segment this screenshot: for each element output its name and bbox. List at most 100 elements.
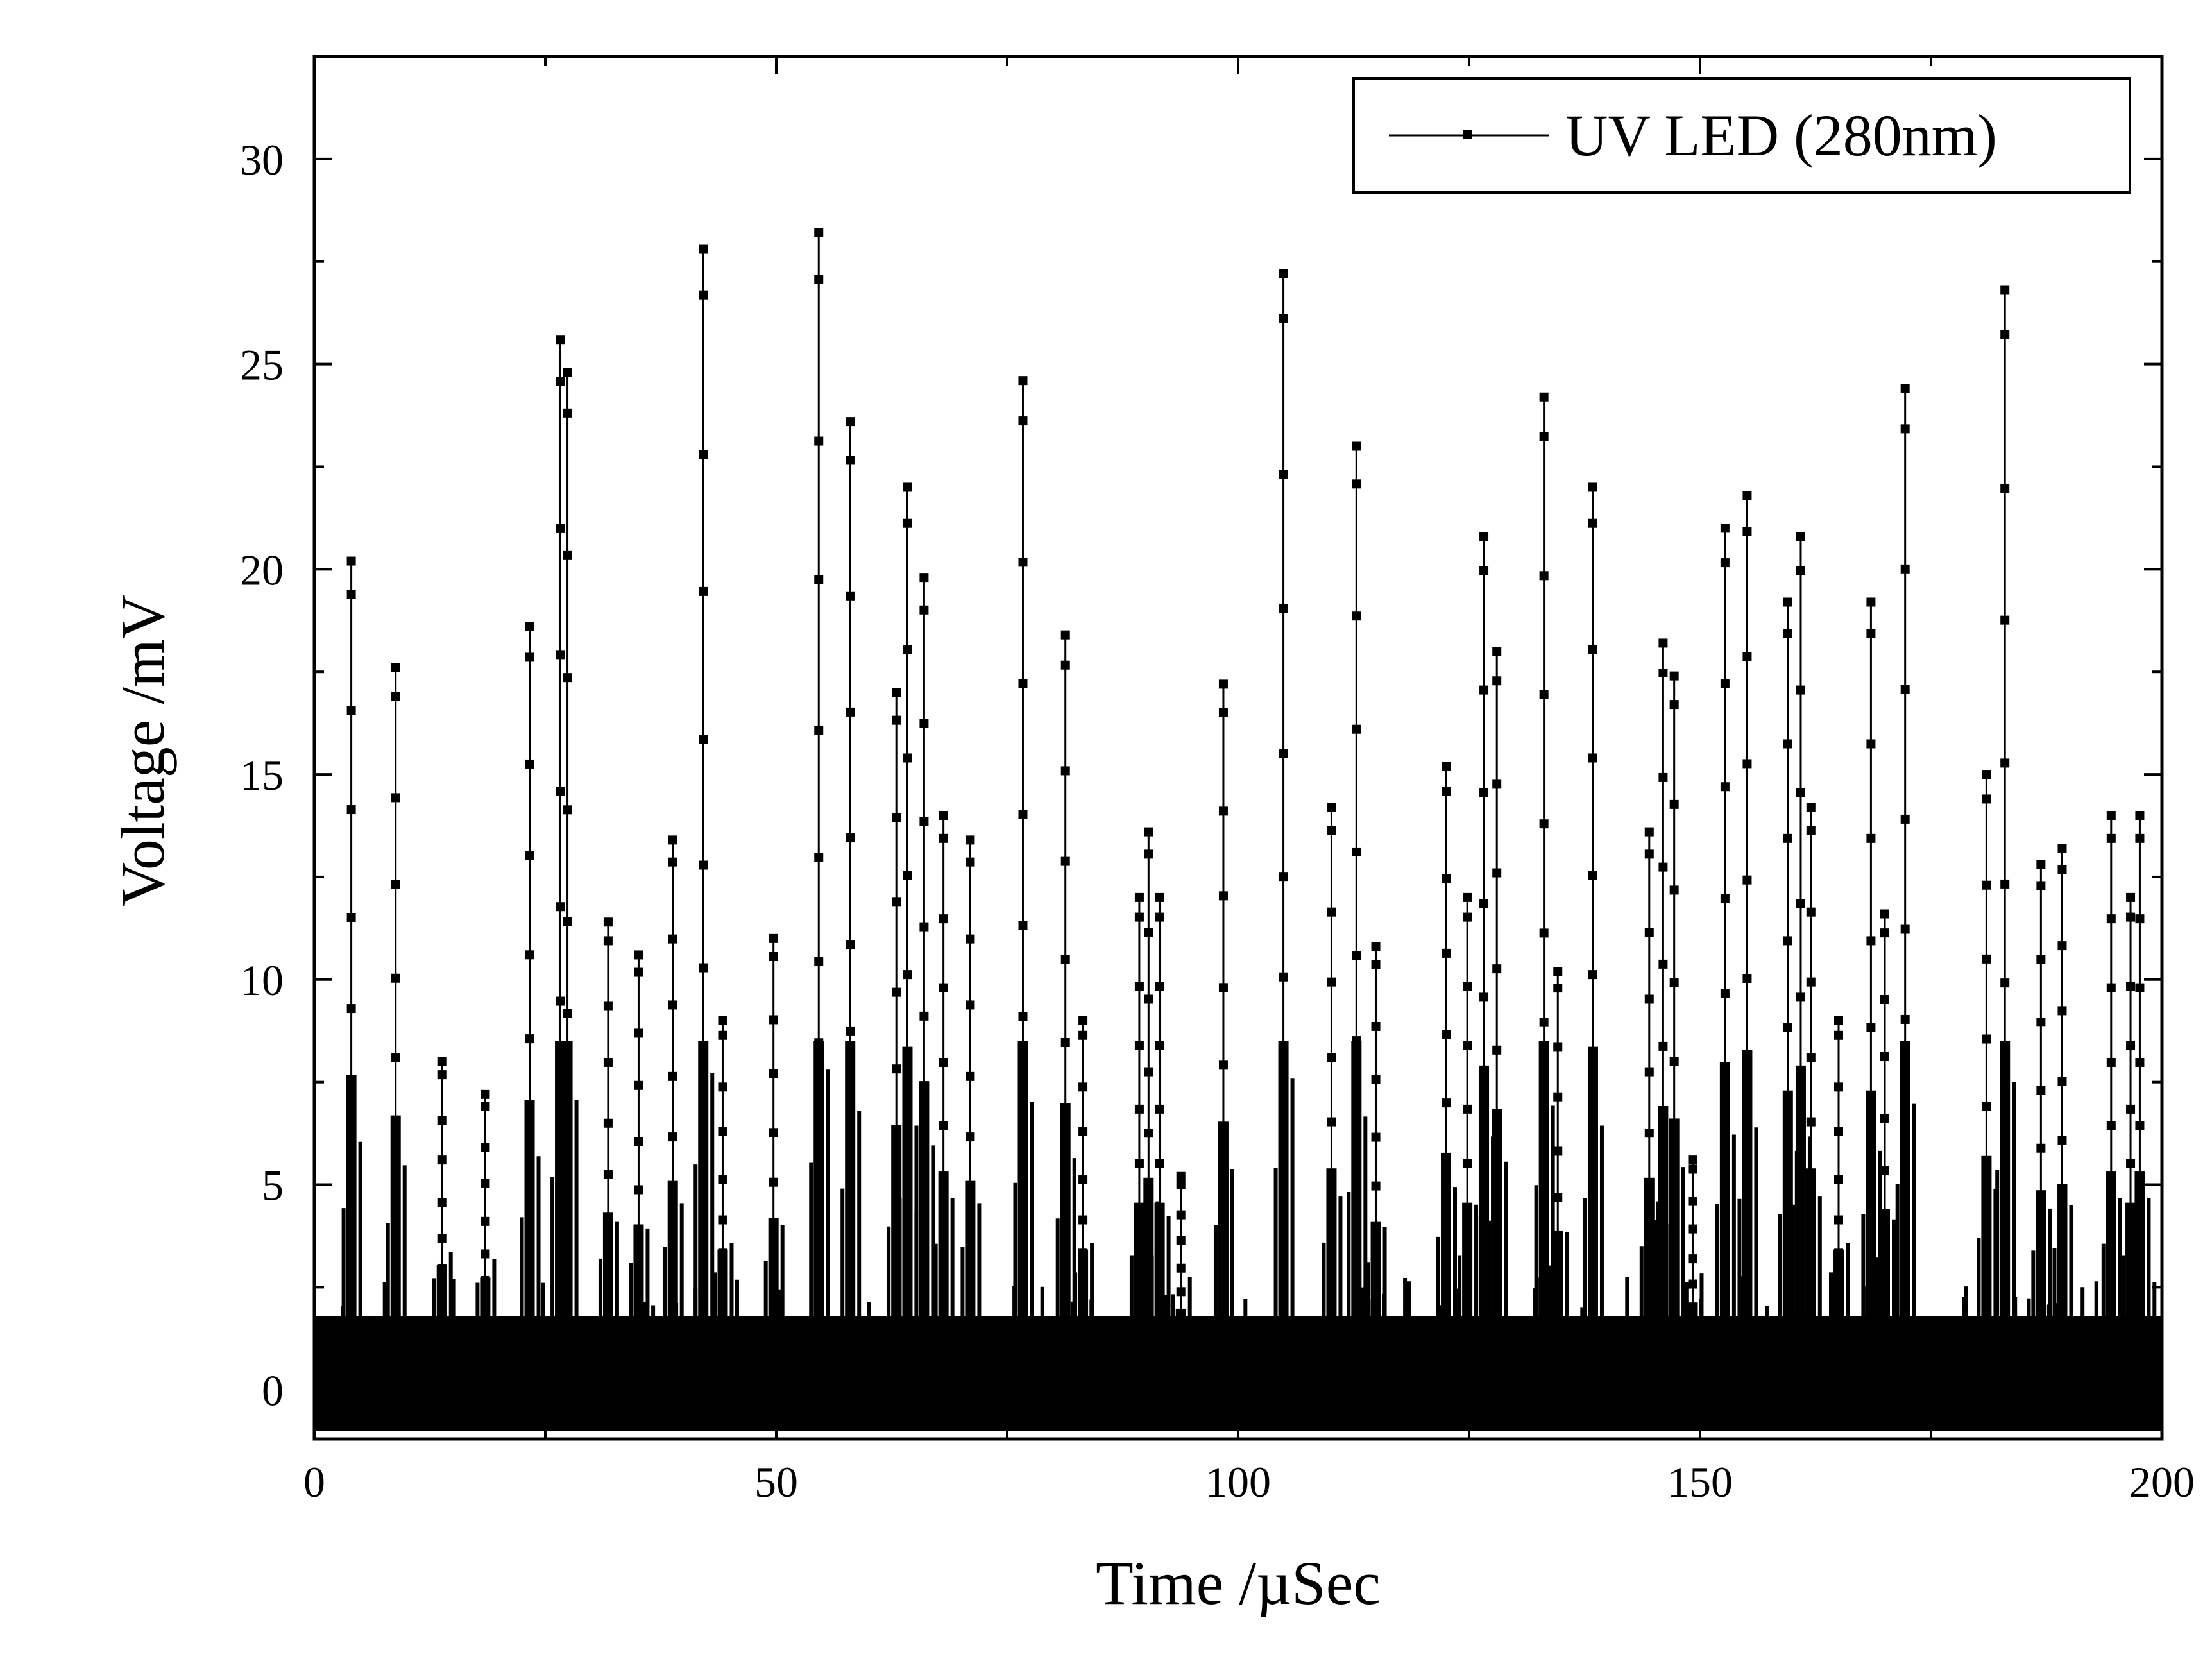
- data-point-marker: [699, 860, 708, 870]
- data-point-marker: [1658, 1205, 1668, 1215]
- pulse-base: [1553, 1231, 1563, 1316]
- data-point-marker: [1866, 1093, 1876, 1103]
- data-point-marker: [1218, 679, 1228, 689]
- noise-floor-trace: [316, 1316, 2159, 1431]
- data-point-marker: [2106, 1057, 2116, 1067]
- data-point-marker: [1018, 1143, 1028, 1152]
- data-point-marker: [525, 1202, 534, 1211]
- data-point-marker: [1018, 416, 1028, 426]
- data-point-marker: [1866, 833, 1876, 843]
- data-point-marker: [1218, 806, 1228, 816]
- data-point-marker: [699, 735, 708, 744]
- data-point-marker: [1144, 849, 1153, 859]
- data-point-marker: [1442, 1235, 1451, 1245]
- data-point-marker: [903, 1168, 912, 1178]
- data-point-marker: [1144, 1179, 1153, 1188]
- data-point-marker: [1442, 948, 1451, 958]
- data-point-marker: [2135, 1173, 2145, 1182]
- data-point-marker: [1866, 936, 1876, 946]
- data-point-marker: [1492, 1045, 1502, 1055]
- data-point-marker: [1327, 1170, 1336, 1179]
- pulse-peak: [1737, 491, 1758, 1316]
- data-point-marker: [2106, 1121, 2116, 1130]
- pulse-peak: [1013, 376, 1034, 1316]
- data-point-marker: [1479, 532, 1489, 541]
- data-point-marker: [634, 950, 643, 960]
- data-point-marker: [1479, 1069, 1489, 1079]
- data-point-marker: [563, 1141, 572, 1150]
- data-point-marker: [2135, 914, 2145, 924]
- pulse-peak: [1534, 392, 1555, 1316]
- data-point-marker: [1796, 685, 1805, 695]
- data-point-marker: [1492, 1163, 1502, 1173]
- data-point-marker: [1539, 819, 1549, 829]
- pulse-peak: [475, 1089, 497, 1316]
- pulse-peak: [693, 244, 715, 1316]
- data-point-marker: [699, 1043, 708, 1052]
- data-point-marker: [699, 450, 708, 459]
- pulse-peak: [1548, 967, 1569, 1316]
- data-point-marker: [892, 987, 901, 997]
- data-point-marker: [1144, 1129, 1153, 1138]
- data-point-marker: [1783, 1093, 1792, 1103]
- data-point-marker: [1796, 788, 1805, 797]
- data-point-marker: [603, 1057, 613, 1067]
- data-point-marker: [1371, 1132, 1381, 1142]
- data-point-marker: [814, 957, 824, 967]
- pulse-peak: [2130, 811, 2151, 1316]
- data-point-marker: [1553, 1042, 1563, 1052]
- data-point-marker: [1463, 892, 1472, 902]
- data-point-marker: [437, 1286, 447, 1296]
- data-point-marker: [1866, 597, 1876, 607]
- data-point-marker: [1796, 992, 1805, 1002]
- data-point-marker: [1866, 1148, 1876, 1158]
- data-point-marker: [1144, 1067, 1153, 1077]
- data-point-marker: [939, 1247, 948, 1257]
- data-point-marker: [346, 912, 356, 922]
- pulse-peak: [1073, 1016, 1094, 1316]
- data-point-marker: [1588, 482, 1597, 492]
- data-point-marker: [1018, 921, 1028, 930]
- data-point-marker: [1834, 1016, 1843, 1025]
- legend: UV LED (280nm): [1352, 77, 2131, 194]
- pulse-base: [1900, 1041, 1910, 1316]
- data-point-marker: [2057, 1136, 2067, 1145]
- data-point-marker: [1176, 1287, 1186, 1297]
- data-point-marker: [346, 556, 356, 566]
- data-point-marker: [1982, 1200, 1991, 1210]
- data-point-marker: [1669, 1171, 1679, 1180]
- data-point-marker: [1982, 880, 1991, 890]
- data-point-marker: [1539, 690, 1549, 700]
- data-point-marker: [668, 835, 677, 845]
- data-point-marker: [1279, 314, 1288, 323]
- data-point-marker: [2057, 1255, 2067, 1265]
- data-point-marker: [718, 1016, 727, 1025]
- data-point-marker: [603, 1170, 613, 1179]
- data-point-marker: [1834, 1248, 1843, 1258]
- data-point-marker: [1720, 558, 1730, 568]
- data-point-marker: [846, 940, 855, 950]
- data-point-marker: [1078, 1175, 1088, 1184]
- data-point-marker: [1539, 1018, 1549, 1027]
- data-point-marker: [1553, 984, 1563, 993]
- data-point-marker: [481, 1102, 490, 1111]
- data-point-marker: [525, 1103, 534, 1112]
- data-point-marker: [699, 963, 708, 973]
- data-point-marker: [1371, 1181, 1381, 1191]
- data-point-marker: [1742, 974, 1752, 984]
- data-point-marker: [1060, 766, 1070, 776]
- pulse-peak: [1213, 679, 1234, 1316]
- pulse-peak: [1829, 1016, 1850, 1316]
- data-point-marker: [1669, 978, 1679, 988]
- data-point-marker: [919, 816, 929, 826]
- data-point-marker: [1078, 1016, 1088, 1025]
- data-point-marker: [1900, 924, 1910, 934]
- data-point-marker: [2106, 833, 2116, 843]
- data-point-marker: [1658, 1041, 1668, 1051]
- data-point-marker: [1442, 762, 1451, 771]
- data-point-marker: [1796, 1069, 1805, 1079]
- data-point-marker: [814, 1038, 824, 1048]
- data-point-marker: [1644, 849, 1654, 859]
- data-point-marker: [1134, 1041, 1144, 1050]
- pulse-peak: [1322, 803, 1343, 1316]
